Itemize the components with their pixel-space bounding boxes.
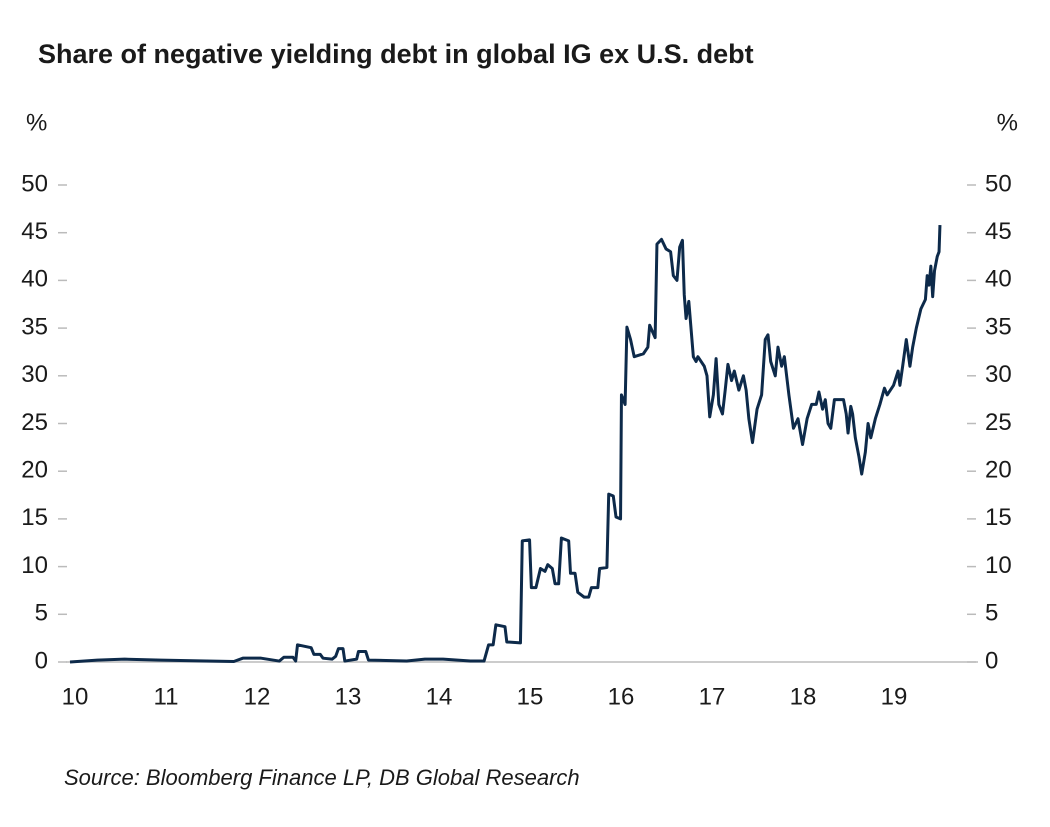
x-tick-label: 18 (790, 683, 817, 710)
x-tick-label: 11 (154, 683, 179, 710)
y-tick-label: 35 (21, 313, 48, 340)
y2-tick-label: 10 (985, 552, 1012, 579)
y2-tick-label: 15 (985, 504, 1012, 531)
x-tick-label: 10 (62, 683, 89, 710)
x-tick-label: 14 (426, 683, 453, 710)
x-tick-label: 19 (881, 683, 908, 710)
x-tick-label: 12 (244, 683, 271, 710)
y2-tick-label: 35 (985, 313, 1012, 340)
y-tick-label: 40 (21, 266, 48, 293)
x-tick-label: 13 (335, 683, 362, 710)
y2-tick-label: 45 (985, 218, 1012, 245)
data-line (69, 225, 942, 664)
y2-tick-label: 50 (985, 170, 1012, 197)
x-tick-label: 16 (608, 683, 635, 710)
y2-tick-label: 20 (985, 457, 1012, 484)
y-axis-label: % (26, 109, 47, 136)
y-tick-label: 0 (35, 647, 48, 674)
y2-tick-label: 40 (985, 266, 1012, 293)
y-tick-label: 25 (21, 409, 48, 436)
y-tick-label: 50 (21, 170, 48, 197)
source-note: Source: Bloomberg Finance LP, DB Global … (64, 765, 580, 790)
y2-axis-label: % (997, 109, 1018, 136)
x-tick-label: 17 (699, 683, 726, 710)
y-tick-label: 5 (35, 600, 48, 627)
chart-title: Share of negative yielding debt in globa… (38, 39, 754, 69)
x-tick-label: 15 (517, 683, 544, 710)
y2-tick-label: 0 (985, 647, 998, 674)
y2-tick-label: 30 (985, 361, 1012, 388)
y-tick-label: 10 (21, 552, 48, 579)
y-tick-label: 20 (21, 457, 48, 484)
y-tick-label: 30 (21, 361, 48, 388)
y-tick-label: 15 (21, 504, 48, 531)
y2-tick-label: 25 (985, 409, 1012, 436)
y2-tick-label: 5 (985, 600, 998, 627)
y-tick-label: 45 (21, 218, 48, 245)
